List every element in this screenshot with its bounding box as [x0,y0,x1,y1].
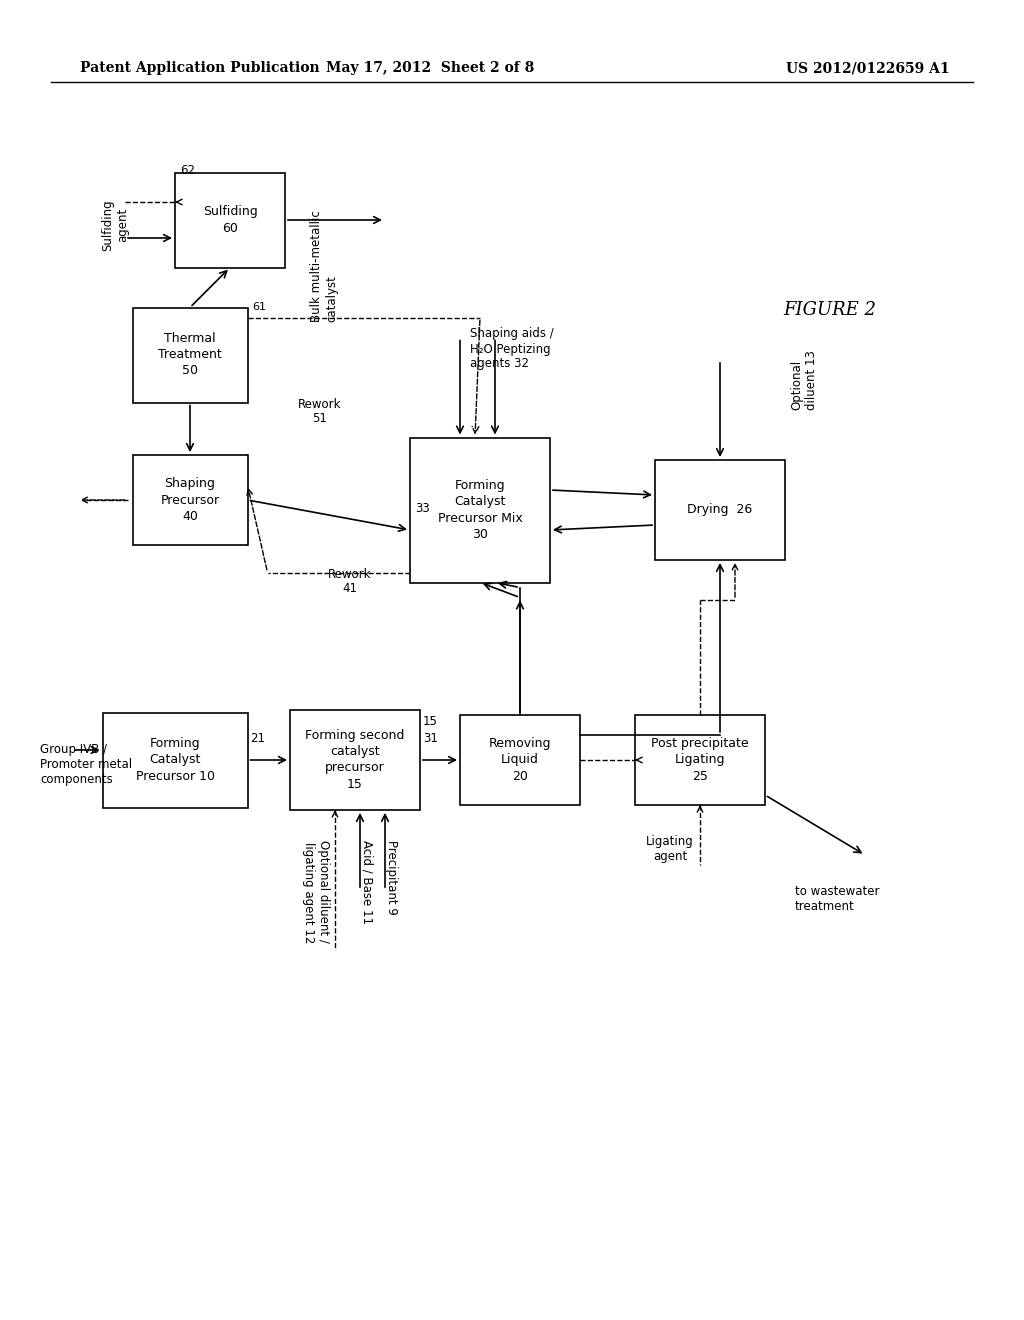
Text: FIGURE 2: FIGURE 2 [783,301,877,319]
Text: Precipitant 9: Precipitant 9 [385,840,398,915]
Text: 33: 33 [415,502,430,515]
Text: Sulfiding
60: Sulfiding 60 [203,206,257,235]
Text: Removing
Liquid
20: Removing Liquid 20 [488,738,551,783]
Text: Optional diluent /
ligating agent 12: Optional diluent / ligating agent 12 [302,840,330,942]
Bar [175,173,285,268]
Text: Patent Application Publication: Patent Application Publication [80,61,319,75]
Bar [102,713,248,808]
Bar [635,715,765,805]
Text: 62: 62 [180,165,195,177]
Text: Shaping aids /
H₂O Peptizing
agents 32: Shaping aids / H₂O Peptizing agents 32 [470,327,554,371]
Text: to wastewater
treatment: to wastewater treatment [795,884,880,913]
Bar [132,308,248,403]
Text: 61: 61 [253,302,266,313]
Bar [410,437,550,582]
Text: Bulk multi-metallic
catalyst: Bulk multi-metallic catalyst [310,210,338,322]
Text: Optional
diluent 13: Optional diluent 13 [790,350,818,411]
Text: May 17, 2012  Sheet 2 of 8: May 17, 2012 Sheet 2 of 8 [326,61,535,75]
Text: Thermal
Treatment
50: Thermal Treatment 50 [158,333,222,378]
Bar [460,715,580,805]
Text: Group IVB /
Promoter metal
components: Group IVB / Promoter metal components [40,743,132,787]
Text: 31: 31 [423,733,438,744]
Text: Forming second
catalyst
precursor
15: Forming second catalyst precursor 15 [305,730,404,791]
Text: Acid / Base 11: Acid / Base 11 [360,840,373,924]
Text: Drying  26: Drying 26 [687,503,753,516]
Text: Forming
Catalyst
Precursor Mix
30: Forming Catalyst Precursor Mix 30 [437,479,522,540]
Text: Forming
Catalyst
Precursor 10: Forming Catalyst Precursor 10 [135,738,214,783]
Text: Rework
41: Rework 41 [329,568,372,595]
Text: Sulfiding
agent: Sulfiding agent [101,199,129,251]
Text: Ligating
agent: Ligating agent [646,836,694,863]
Text: Rework
51: Rework 51 [298,397,342,425]
Bar [132,455,248,545]
Text: 15: 15 [423,715,438,729]
Text: US 2012/0122659 A1: US 2012/0122659 A1 [786,61,950,75]
Text: 21: 21 [251,733,265,744]
Text: Post precipitate
Ligating
25: Post precipitate Ligating 25 [651,738,749,783]
Text: Shaping
Precursor
40: Shaping Precursor 40 [161,478,219,523]
Bar [655,459,785,560]
Bar [290,710,420,810]
